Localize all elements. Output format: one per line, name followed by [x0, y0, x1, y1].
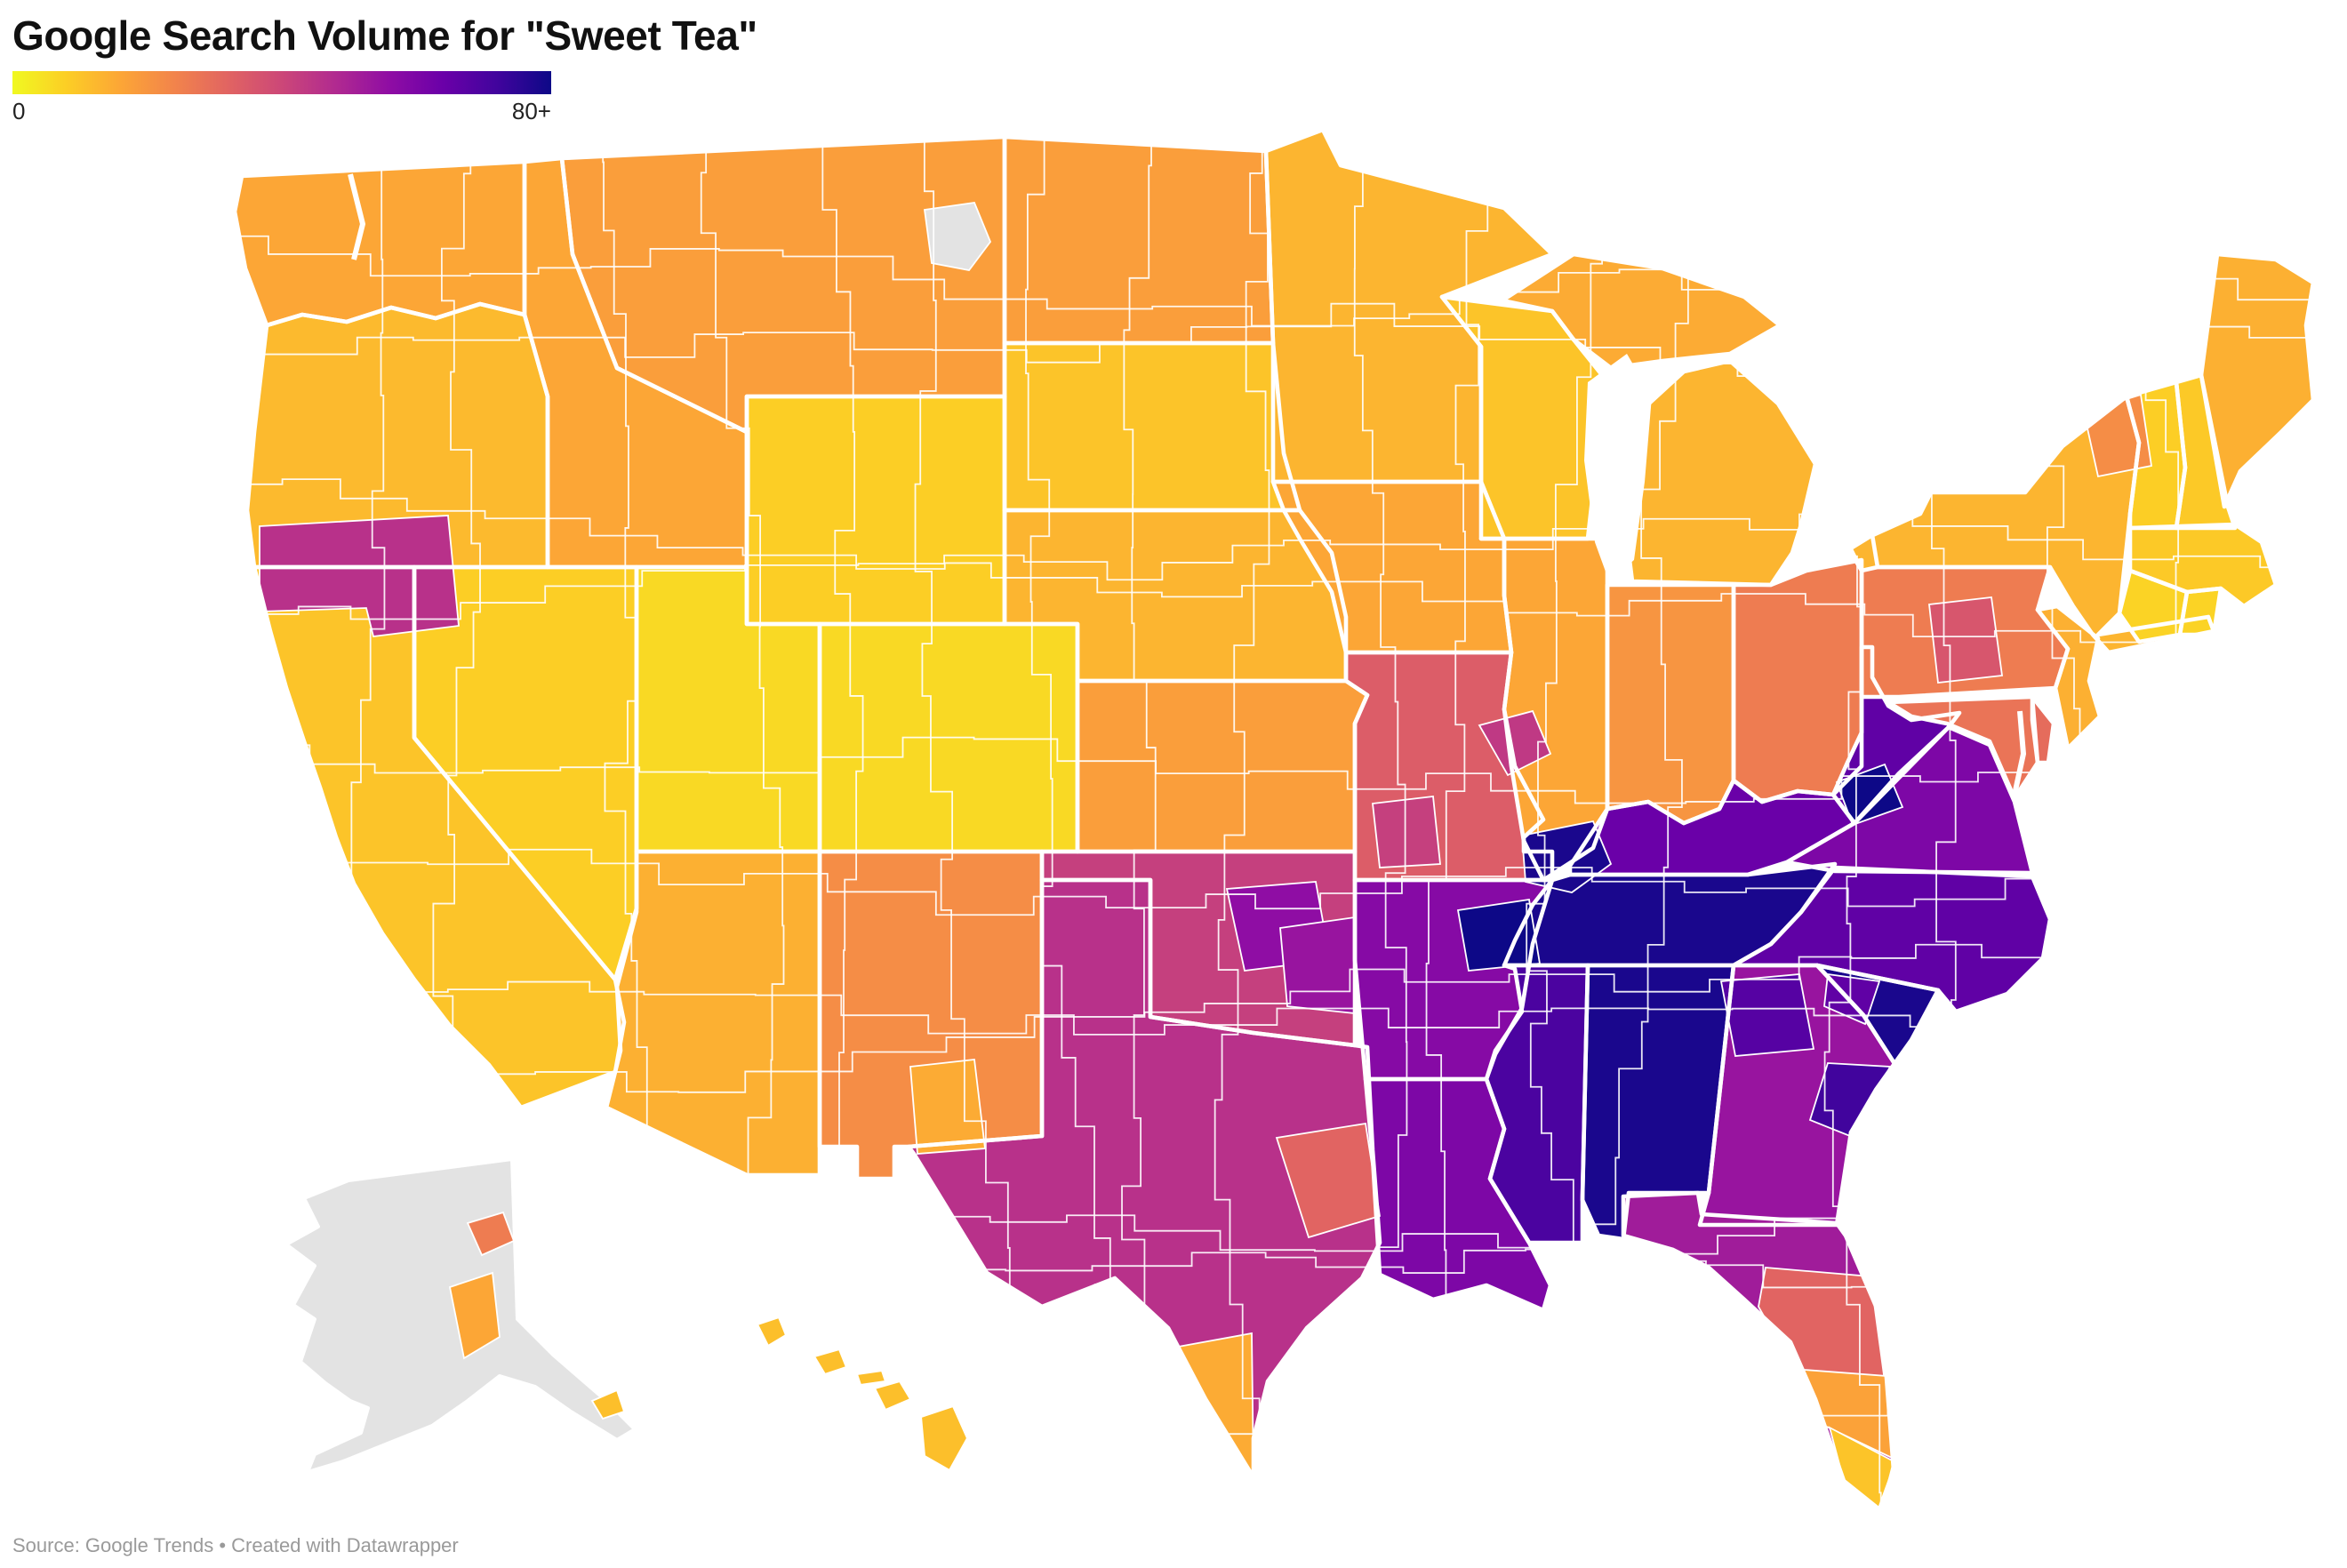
region-nebraska[interactable] — [1005, 510, 1346, 681]
region-massachusetts[interactable] — [2130, 524, 2276, 606]
region-virginia[interactable] — [1787, 727, 2032, 873]
region-juneau-market[interactable] — [590, 1388, 626, 1420]
chart-title: Google Search Volume for "Sweet Tea" — [12, 12, 757, 59]
chesapeake-bay — [2012, 710, 2027, 796]
legend-gradient-bar — [12, 71, 551, 95]
region-hawaii-big-island[interactable] — [919, 1404, 969, 1472]
region-mississippi[interactable] — [1486, 965, 1588, 1243]
region-kansas[interactable] — [1077, 681, 1367, 852]
region-st-louis-market[interactable] — [1478, 709, 1552, 777]
region-hawaii-kauai[interactable] — [756, 1316, 788, 1348]
region-fairbanks-market[interactable] — [466, 1211, 516, 1257]
region-maryland[interactable] — [1888, 697, 2038, 798]
region-el-paso-market[interactable] — [909, 1059, 987, 1155]
region-houston-market[interactable] — [1275, 1122, 1382, 1239]
region-iowa[interactable] — [1273, 482, 1511, 652]
color-legend: 0 80+ — [12, 71, 551, 125]
alaska-hawaii-insets — [284, 1157, 969, 1474]
lake-michigan — [1584, 354, 1652, 581]
region-harrisburg-market[interactable] — [1928, 596, 2004, 684]
region-oregon[interactable] — [247, 304, 548, 567]
region-arizona[interactable] — [606, 852, 820, 1175]
great-lakes — [348, 173, 2027, 796]
region-texas[interactable] — [909, 880, 1380, 1477]
region-maine[interactable] — [2201, 254, 2313, 507]
legend-labels: 0 80+ — [12, 99, 551, 125]
region-wyoming[interactable] — [747, 396, 1005, 624]
legend-min-label: 0 — [12, 98, 26, 125]
region-north-dakota[interactable] — [1005, 137, 1273, 343]
region-hawaii-oahu[interactable] — [813, 1348, 848, 1376]
region-south-dakota[interactable] — [1005, 343, 1300, 510]
state-borders — [232, 127, 2316, 1512]
region-michigan-up[interactable] — [1502, 254, 1780, 368]
region-hawaii-molokai[interactable] — [855, 1369, 887, 1387]
region-utah[interactable] — [637, 567, 820, 852]
chart-header: Google Search Volume for "Sweet Tea" 0 8… — [0, 0, 757, 125]
region-idaho[interactable] — [525, 158, 747, 567]
source-line: Source: Google Trends • Created with Dat… — [12, 1536, 459, 1557]
region-michigan[interactable] — [1623, 361, 1815, 585]
legend-max-label: 80+ — [511, 98, 551, 125]
region-south-carolina[interactable] — [1817, 965, 1938, 1132]
region-alabama[interactable] — [1582, 965, 1734, 1239]
region-anchorage-market[interactable] — [448, 1271, 501, 1360]
region-montana[interactable] — [562, 137, 1005, 432]
region-north-carolina[interactable] — [1734, 868, 2050, 1012]
region-louisiana[interactable] — [1366, 1079, 1550, 1310]
region-glendive-market[interactable] — [923, 202, 992, 271]
region-memphis-market[interactable] — [1456, 898, 1542, 972]
region-wisconsin[interactable] — [1442, 297, 1611, 539]
region-tennessee[interactable] — [1504, 864, 1835, 965]
region-nevada[interactable] — [414, 567, 637, 980]
region-ohio[interactable] — [1734, 560, 1862, 802]
region-indiana[interactable] — [1607, 585, 1734, 823]
region-washington[interactable] — [235, 162, 525, 325]
region-california[interactable] — [254, 567, 624, 1108]
region-atlanta-market[interactable] — [1719, 973, 1815, 1057]
puget-sound — [348, 173, 366, 260]
state-regions — [235, 130, 2313, 1509]
region-new-mexico[interactable] — [820, 852, 1042, 1179]
region-springfield-mo-market[interactable] — [1372, 795, 1441, 868]
region-se-oklahoma-market[interactable] — [1279, 916, 1356, 1014]
region-hawaii-maui[interactable] — [873, 1380, 912, 1412]
